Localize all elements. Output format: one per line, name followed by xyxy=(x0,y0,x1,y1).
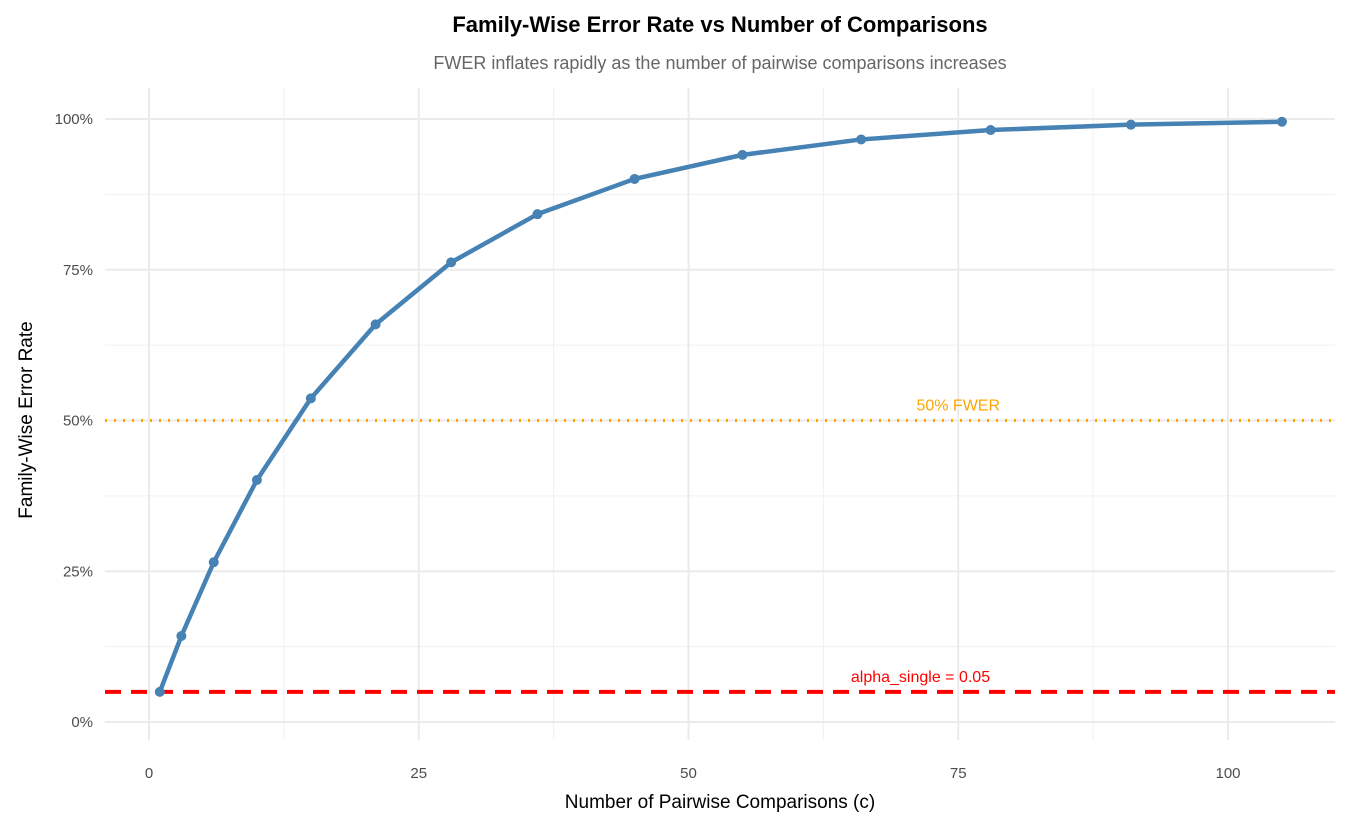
tick-labels: 0 25 50 75 100 0% 25% 50% 75% 100% xyxy=(55,111,1241,782)
y-tick-label: 0% xyxy=(71,714,93,731)
data-point xyxy=(985,125,996,136)
data-point xyxy=(208,557,219,568)
x-tick-label: 0 xyxy=(145,765,153,782)
data-point xyxy=(532,209,543,220)
data-point xyxy=(446,257,457,268)
chart-subtitle: FWER inflates rapidly as the number of p… xyxy=(433,53,1006,73)
x-tick-label: 50 xyxy=(680,765,697,782)
y-tick-label: 25% xyxy=(63,563,93,580)
x-tick-label: 75 xyxy=(950,765,967,782)
y-axis-label: Family-Wise Error Rate xyxy=(16,321,37,518)
fwer-line xyxy=(157,119,1285,695)
data-point xyxy=(154,686,165,697)
data-point xyxy=(305,393,316,404)
data-point xyxy=(629,173,640,184)
data-point xyxy=(251,475,262,486)
chart-title: Family-Wise Error Rate vs Number of Comp… xyxy=(452,12,987,37)
reference-lines: 50% FWER alpha_single = 0.05 xyxy=(105,398,1335,694)
data-point xyxy=(1276,116,1287,127)
y-tick-label: 75% xyxy=(63,262,93,279)
y-tick-label: 100% xyxy=(55,111,93,128)
grid xyxy=(105,88,1335,740)
reference-line-label: 50% FWER xyxy=(916,398,1000,415)
data-point xyxy=(1125,119,1136,130)
data-point xyxy=(737,149,748,160)
data-point xyxy=(370,319,381,330)
series xyxy=(154,116,1287,697)
data-point xyxy=(856,134,867,145)
reference-line-label: alpha_single = 0.05 xyxy=(851,669,990,686)
x-axis-label: Number of Pairwise Comparisons (c) xyxy=(565,792,875,813)
x-tick-label: 25 xyxy=(410,765,427,782)
y-tick-label: 50% xyxy=(63,413,93,430)
data-point xyxy=(176,631,187,642)
x-tick-label: 100 xyxy=(1215,765,1240,782)
